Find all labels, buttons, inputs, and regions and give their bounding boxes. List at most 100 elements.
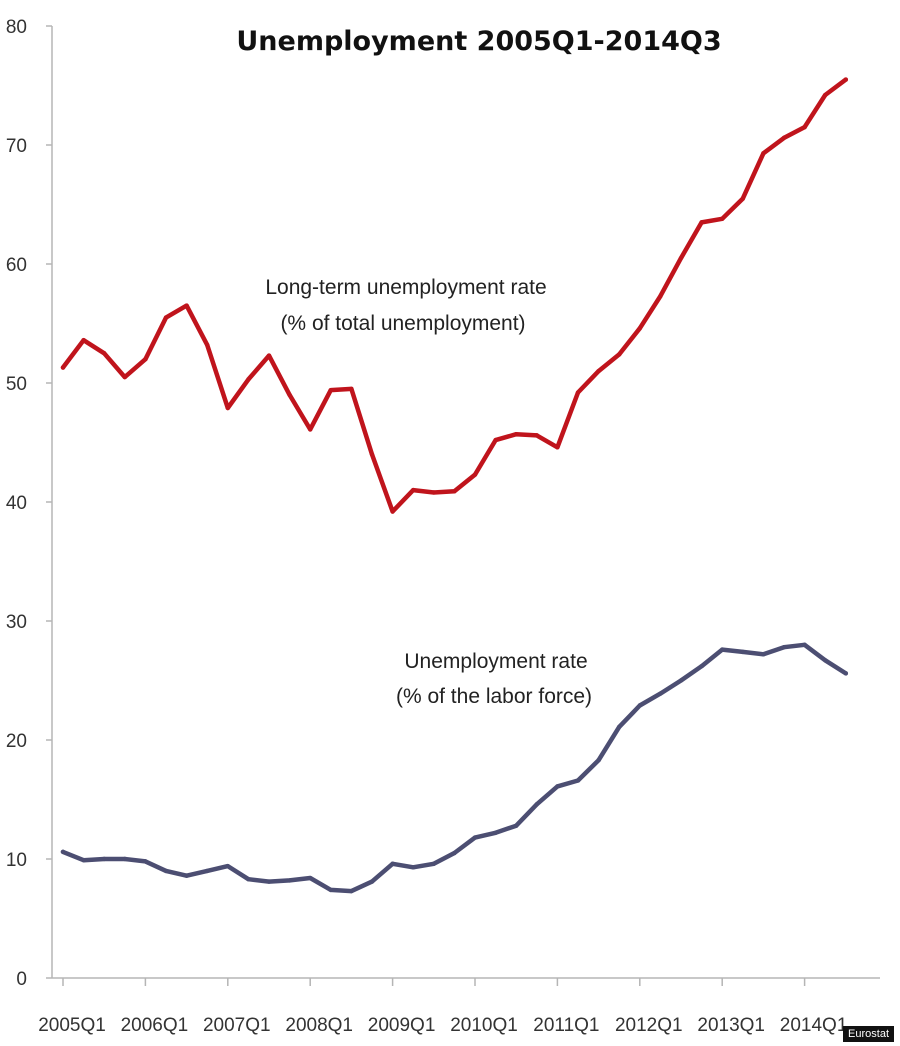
x-tick-label: 2013Q1 <box>697 1015 765 1036</box>
y-tick-label: 40 <box>6 493 27 514</box>
series-1-point <box>287 878 292 883</box>
series-0-point <box>617 352 622 357</box>
series-0-point <box>472 472 478 477</box>
annotation-long-term-line-2: (% of total unemployment) <box>280 312 525 335</box>
annotation-unemployment-rate: Unemployment rate (% of the labor force) <box>396 650 592 708</box>
series-0-point <box>658 293 663 299</box>
series-1-point <box>514 823 519 828</box>
series-0-point <box>308 427 313 432</box>
series-1-point <box>163 868 169 874</box>
series-0-point <box>637 326 642 331</box>
series-0-point <box>802 124 807 130</box>
x-tick-label: 2010Q1 <box>450 1015 518 1036</box>
series-0-point <box>60 365 66 370</box>
series-0-point <box>369 452 375 457</box>
x-tick-label: 2006Q1 <box>121 1015 189 1036</box>
series-0-point <box>266 353 272 358</box>
series-1-point <box>411 865 416 870</box>
series-1-point <box>781 644 787 650</box>
series-1-point <box>843 671 848 676</box>
series-1-point <box>678 678 684 683</box>
x-tick-label: 2005Q1 <box>38 1015 106 1036</box>
series-1-point <box>246 877 251 882</box>
series-0-point <box>184 303 189 308</box>
y-tick-label: 20 <box>6 731 27 752</box>
annotation-unemployment-line-1: Unemployment rate <box>404 650 587 673</box>
series-0-point <box>390 509 395 514</box>
series-1-point <box>823 658 828 663</box>
y-tick-label: 0 <box>16 969 27 990</box>
series-1-point <box>369 879 375 884</box>
series-0-point <box>225 405 230 411</box>
series-0-point <box>699 220 704 225</box>
annotation-unemployment-line-2: (% of the labor force) <box>396 685 592 708</box>
x-axis: 2005Q1 2006Q1 2007Q1 2008Q1 2009Q1 2010Q1 2011… <box>38 977 880 1036</box>
series-0-point <box>781 135 787 141</box>
y-tick-label: 80 <box>6 17 27 38</box>
y-axis: 0 10 20 30 40 50 60 70 80 <box>6 17 53 990</box>
series-0-point <box>328 387 333 393</box>
series-0-point <box>122 374 128 380</box>
series-0-point <box>534 433 539 438</box>
x-tick-label: 2014Q1 <box>780 1015 848 1036</box>
series-1-point <box>534 802 539 807</box>
series-0-point <box>431 490 436 495</box>
y-tick-label: 60 <box>6 255 27 276</box>
x-tick-label: 2009Q1 <box>368 1015 436 1036</box>
series-1-point <box>472 835 478 840</box>
series-1-point <box>143 859 148 864</box>
series-0-point <box>349 386 354 392</box>
series-1-point <box>658 691 663 696</box>
series-0-point <box>843 77 848 82</box>
x-tick-label: 2008Q1 <box>285 1015 353 1036</box>
x-tick-label: 2007Q1 <box>203 1015 271 1036</box>
source-badge: Eurostat <box>843 1026 894 1042</box>
series-0-point <box>246 377 251 382</box>
series-1-point <box>493 830 498 836</box>
series-0-point <box>761 151 766 156</box>
series-0-point <box>452 489 457 494</box>
annotation-long-term: Long-term unemployment rate (% of total … <box>265 276 546 335</box>
series-1-point <box>60 849 66 855</box>
series-1-point <box>328 887 333 893</box>
series-0-point <box>81 337 86 343</box>
x-tick-label: 2012Q1 <box>615 1015 683 1036</box>
series-1-point <box>122 856 128 862</box>
series-1-point <box>761 652 766 657</box>
series-0-point <box>287 392 292 398</box>
series-1-point <box>452 850 457 856</box>
series-0-point <box>575 390 581 395</box>
series-1-point <box>740 649 745 655</box>
series-1-point <box>266 879 272 884</box>
y-tick-label: 70 <box>6 136 27 157</box>
series-1-point <box>81 857 86 863</box>
series-1-point <box>308 875 313 881</box>
series-0-point <box>102 351 107 356</box>
series-layer <box>60 77 849 894</box>
chart-title: Unemployment 2005Q1-2014Q3 <box>236 26 721 57</box>
series-1-point <box>720 647 725 652</box>
series-1-point <box>617 724 622 730</box>
series-0-point <box>163 315 169 320</box>
series-1-point <box>431 861 436 866</box>
series-0-point <box>678 255 684 261</box>
series-1-point <box>699 664 704 669</box>
series-1-point <box>390 861 395 866</box>
y-tick-label: 50 <box>6 374 27 395</box>
series-1-point <box>102 856 107 862</box>
series-1-point <box>225 863 230 869</box>
x-tick-label: 2011Q1 <box>533 1015 599 1036</box>
series-0-point <box>514 431 519 437</box>
series-1-point <box>802 642 807 647</box>
series-1-point <box>637 703 642 708</box>
series-0-point <box>823 92 828 98</box>
series-1-point <box>575 778 581 783</box>
series-0-point <box>740 196 745 201</box>
series-0-point <box>493 437 498 443</box>
series-0-point <box>143 357 148 362</box>
series-1-point <box>184 873 189 878</box>
series-0-point <box>411 487 416 493</box>
series-0-point <box>205 342 210 348</box>
series-1-point <box>555 784 560 789</box>
